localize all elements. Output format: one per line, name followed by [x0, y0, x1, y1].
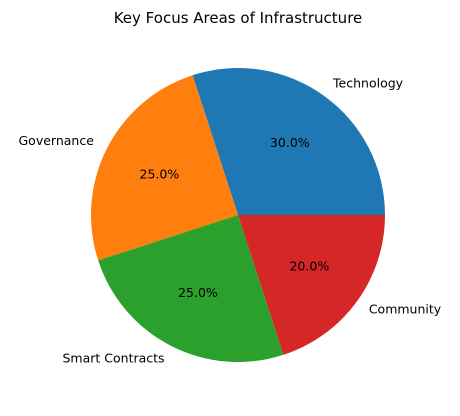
pct-label-community: 20.0% — [289, 258, 329, 273]
pie-slice-community — [238, 215, 385, 355]
pct-label-smart-contracts: 25.0% — [178, 285, 218, 300]
slice-label-community: Community — [369, 302, 442, 317]
pct-label-technology: 30.0% — [270, 135, 310, 150]
pie-slice-smart-contracts — [98, 215, 284, 362]
pie-labels: Technology 30.0% Governance 25.0% Smart Cont… — [19, 76, 442, 366]
slice-label-smart-contracts: Smart Contracts — [63, 351, 165, 366]
pie-slice-technology — [192, 68, 385, 216]
slice-label-technology: Technology — [332, 76, 404, 91]
pct-label-governance: 25.0% — [140, 166, 180, 181]
chart-title: Key Focus Areas of Infrastructure — [114, 9, 363, 27]
slice-label-governance: Governance — [19, 133, 95, 148]
pie-slices — [91, 68, 385, 362]
pie-slice-governance — [91, 75, 239, 261]
